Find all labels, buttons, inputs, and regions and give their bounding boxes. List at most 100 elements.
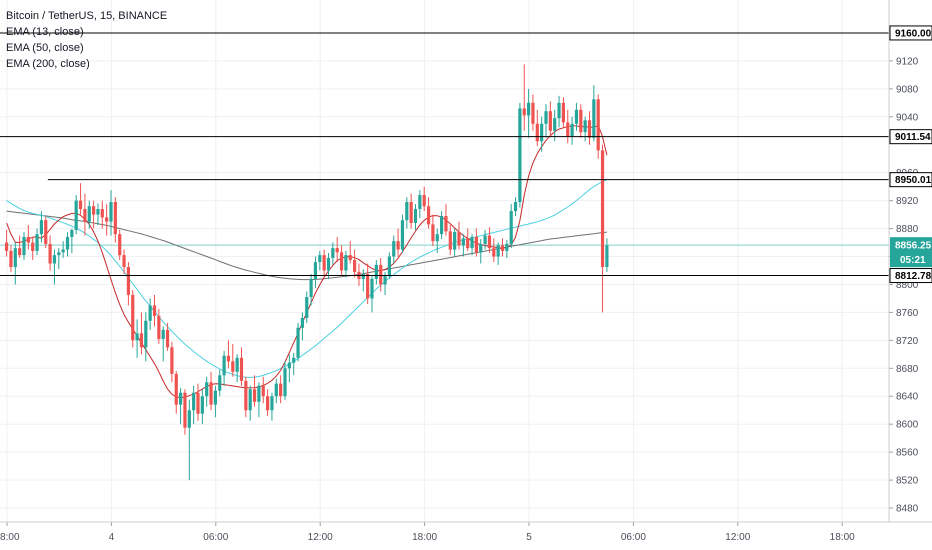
candle-body: [18, 248, 22, 256]
candle-body: [418, 195, 422, 210]
candle-body: [9, 250, 13, 267]
price-tick-label: 8520: [896, 476, 919, 487]
candle-body: [252, 389, 257, 402]
time-tick-label: 5: [526, 532, 532, 543]
chart-legend: Bitcoin / TetherUS, 15, BINANCE EMA (13,…: [6, 8, 167, 72]
price-tick-label: 9120: [896, 56, 919, 67]
candle-body: [122, 255, 126, 267]
candle-body: [231, 361, 235, 372]
candle-body: [274, 383, 278, 397]
candle-body: [313, 262, 318, 279]
ema50-line: [6, 179, 608, 378]
candle-body: [605, 245, 609, 267]
ema200-legend[interactable]: EMA (200, close): [6, 58, 90, 70]
candle-body: [270, 396, 274, 411]
candle-body: [487, 235, 492, 249]
ema13-legend[interactable]: EMA (13, close): [6, 26, 84, 38]
candle-body: [205, 382, 209, 397]
symbol-title[interactable]: Bitcoin / TetherUS, 15, BINANCE: [6, 10, 168, 22]
candle-body: [105, 217, 109, 222]
candle-body: [413, 209, 418, 223]
candle-body: [65, 236, 70, 250]
time-tick-label: 06:00: [203, 532, 228, 543]
candle-body: [222, 355, 226, 376]
candle-body: [370, 278, 374, 299]
candle-body: [109, 202, 113, 222]
candle-body: [492, 248, 496, 257]
price-tick-label: 8920: [896, 196, 919, 207]
level-tag-box: [889, 25, 932, 41]
candle-body: [100, 209, 104, 218]
candle-body: [579, 109, 583, 133]
candle-body: [435, 234, 439, 242]
time-axis[interactable]: 18:00 4 06:00 12:00 18:00 5 06:00 12:00 18:00: [0, 521, 932, 543]
candle-body: [165, 329, 170, 348]
candle-body: [335, 248, 339, 253]
price-tick-label: 8880: [896, 224, 919, 235]
candle-body: [244, 380, 248, 411]
time-tick-label: 12:00: [725, 532, 750, 543]
candle-body: [44, 220, 48, 244]
price-tick-label: 8600: [896, 420, 919, 431]
candle-body: [409, 202, 413, 223]
horizontal-levels[interactable]: [0, 32, 889, 277]
candle-body: [261, 385, 265, 397]
candle-body: [353, 260, 357, 272]
candle-body: [522, 108, 526, 116]
candle-body: [540, 123, 544, 142]
ema-lines: [6, 124, 608, 399]
level-tag-label: 9011.54: [895, 132, 931, 143]
candle-body: [287, 362, 291, 369]
candle-body: [505, 243, 509, 251]
candle-body: [61, 249, 65, 253]
candle-body: [400, 220, 405, 250]
candle-body: [83, 209, 87, 222]
grid: [0, 0, 889, 522]
candle-body: [596, 99, 600, 151]
candle-body: [239, 357, 244, 381]
candle-body: [592, 99, 596, 138]
candle-body: [574, 109, 579, 124]
candle-body: [87, 206, 91, 222]
ema13-line: [6, 124, 608, 399]
candle-body: [135, 333, 139, 341]
candle-body: [305, 297, 309, 318]
candle-body: [148, 305, 152, 321]
candle-body: [374, 264, 378, 279]
candle-body: [444, 216, 448, 232]
price-tick-label: 8560: [896, 448, 919, 459]
candle-body: [426, 206, 431, 225]
candle-body: [113, 202, 117, 235]
candle-body: [78, 200, 83, 210]
ema50-legend[interactable]: EMA (50, close): [6, 42, 84, 54]
candle-body: [96, 209, 100, 215]
time-tick-label: 12:00: [308, 532, 333, 543]
candle-body: [157, 315, 161, 339]
candle-body: [126, 267, 130, 295]
candle-body: [339, 252, 344, 271]
candle-body: [500, 245, 505, 251]
candle-body: [5, 242, 9, 251]
level-tag-box: [889, 129, 932, 145]
candle-body: [70, 229, 74, 237]
candle-body: [283, 368, 287, 397]
candle-body: [257, 385, 261, 402]
time-tick-label: 18:00: [412, 532, 437, 543]
candles: [5, 64, 609, 481]
candle-body: [226, 355, 231, 362]
candle-body: [600, 150, 605, 267]
price-tick-label: 8720: [896, 336, 919, 347]
candle-body: [57, 252, 61, 256]
candle-body: [470, 236, 474, 249]
countdown-label: 05:21: [900, 255, 926, 266]
candle-body: [318, 255, 322, 263]
candle-body: [161, 329, 165, 339]
candle-body: [387, 256, 391, 277]
candle-body: [587, 120, 592, 138]
level-tag-box: [889, 268, 932, 284]
candle-body: [496, 245, 500, 257]
candle-body: [213, 390, 217, 405]
candle-body: [366, 273, 370, 299]
time-tick-label: 18:00: [830, 532, 855, 543]
